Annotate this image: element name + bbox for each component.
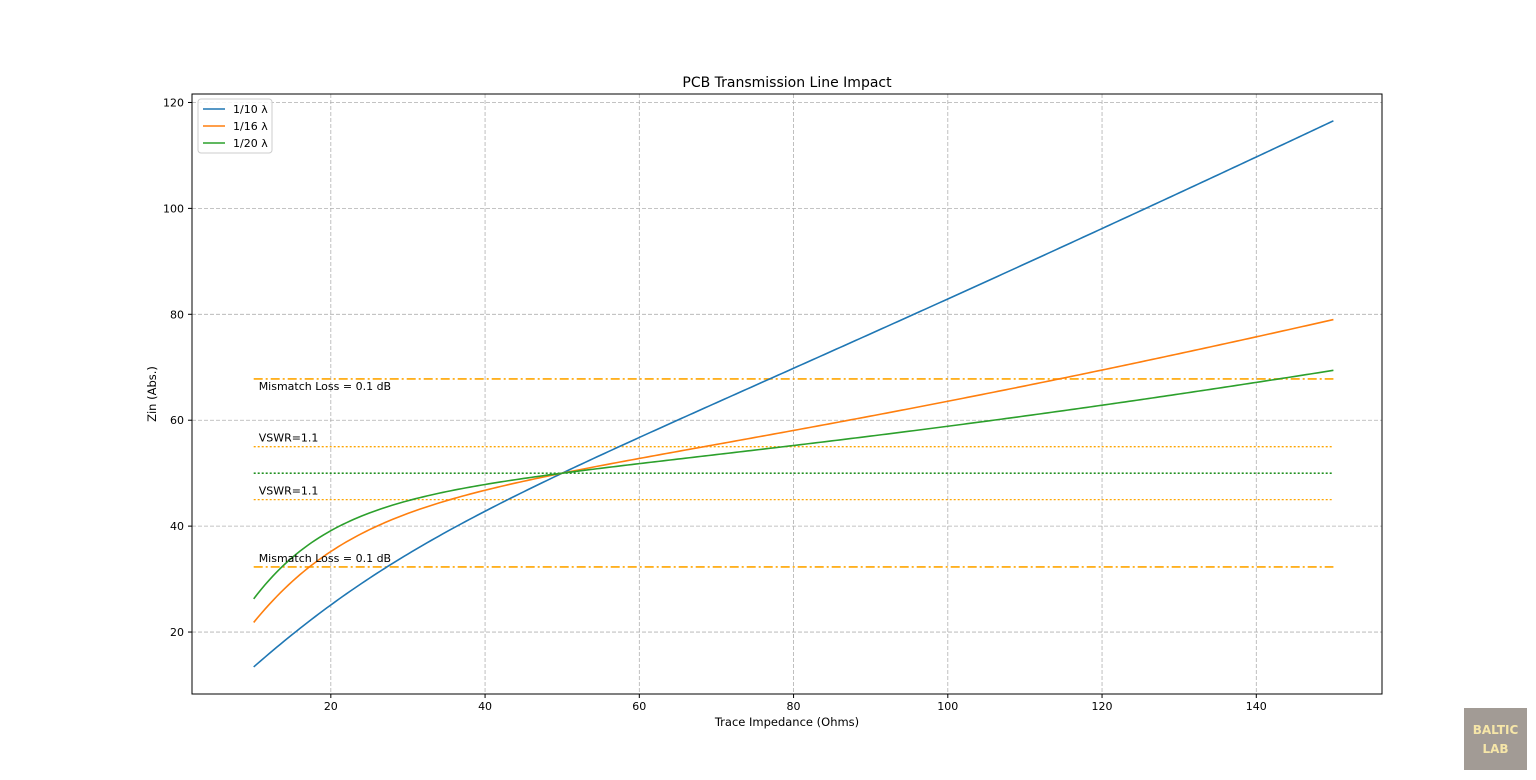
legend-box: [197, 98, 273, 154]
reference-line-label: VSWR=1.1: [259, 432, 319, 445]
x-tick-label: 100: [937, 700, 958, 713]
logo-line-1: BALTIC: [1472, 723, 1519, 737]
y-axis-label: Zin (Abs.): [145, 366, 159, 422]
logo-line-2: LAB: [1482, 742, 1509, 756]
y-tick-label: 40: [170, 520, 184, 533]
y-tick-label: 120: [163, 96, 184, 109]
legend: 1/10 λ 1/16 λ 1/20 λ: [197, 98, 273, 154]
chart-title: PCB Transmission Line Impact: [682, 75, 892, 91]
legend-entry: 1/20 λ: [233, 137, 268, 150]
plot-frame: [191, 93, 1383, 695]
x-tick-label: 120: [1092, 700, 1113, 713]
annotations: Mismatch Loss = 0.1 dB VSWR=1.1 VSWR=1.1 Mi…: [259, 380, 391, 565]
x-tick-label: 60: [632, 700, 646, 713]
grid: [192, 94, 1382, 694]
series-lines: [253, 120, 1334, 668]
x-tick-label: 20: [324, 700, 338, 713]
baltic-lab-logo: BALTIC LAB: [1464, 708, 1527, 770]
x-tick-label: 40: [478, 700, 492, 713]
legend-entry: 1/16 λ: [233, 120, 268, 133]
series-line: [253, 120, 1334, 668]
y-tick-label: 20: [170, 626, 184, 639]
series-line: [253, 369, 1334, 600]
series-line: [253, 318, 1334, 623]
legend-entry: 1/10 λ: [233, 103, 268, 116]
y-tick-label: 60: [170, 414, 184, 427]
x-tick-label: 80: [787, 700, 801, 713]
reference-line-label: Mismatch Loss = 0.1 dB: [259, 380, 391, 393]
y-tick-label: 80: [170, 308, 184, 321]
reference-lines: [253, 378, 1334, 568]
x-tick-label: 140: [1246, 700, 1267, 713]
y-tick-label: 100: [163, 202, 184, 215]
x-axis-label: Trace Impedance (Ohms): [714, 715, 859, 729]
axis-ticks: 20 40 60 80 100 120 140 20 40 60 80 100 120: [163, 96, 1267, 713]
reference-line-label: VSWR=1.1: [259, 485, 319, 498]
reference-line-label: Mismatch Loss = 0.1 dB: [259, 552, 391, 565]
